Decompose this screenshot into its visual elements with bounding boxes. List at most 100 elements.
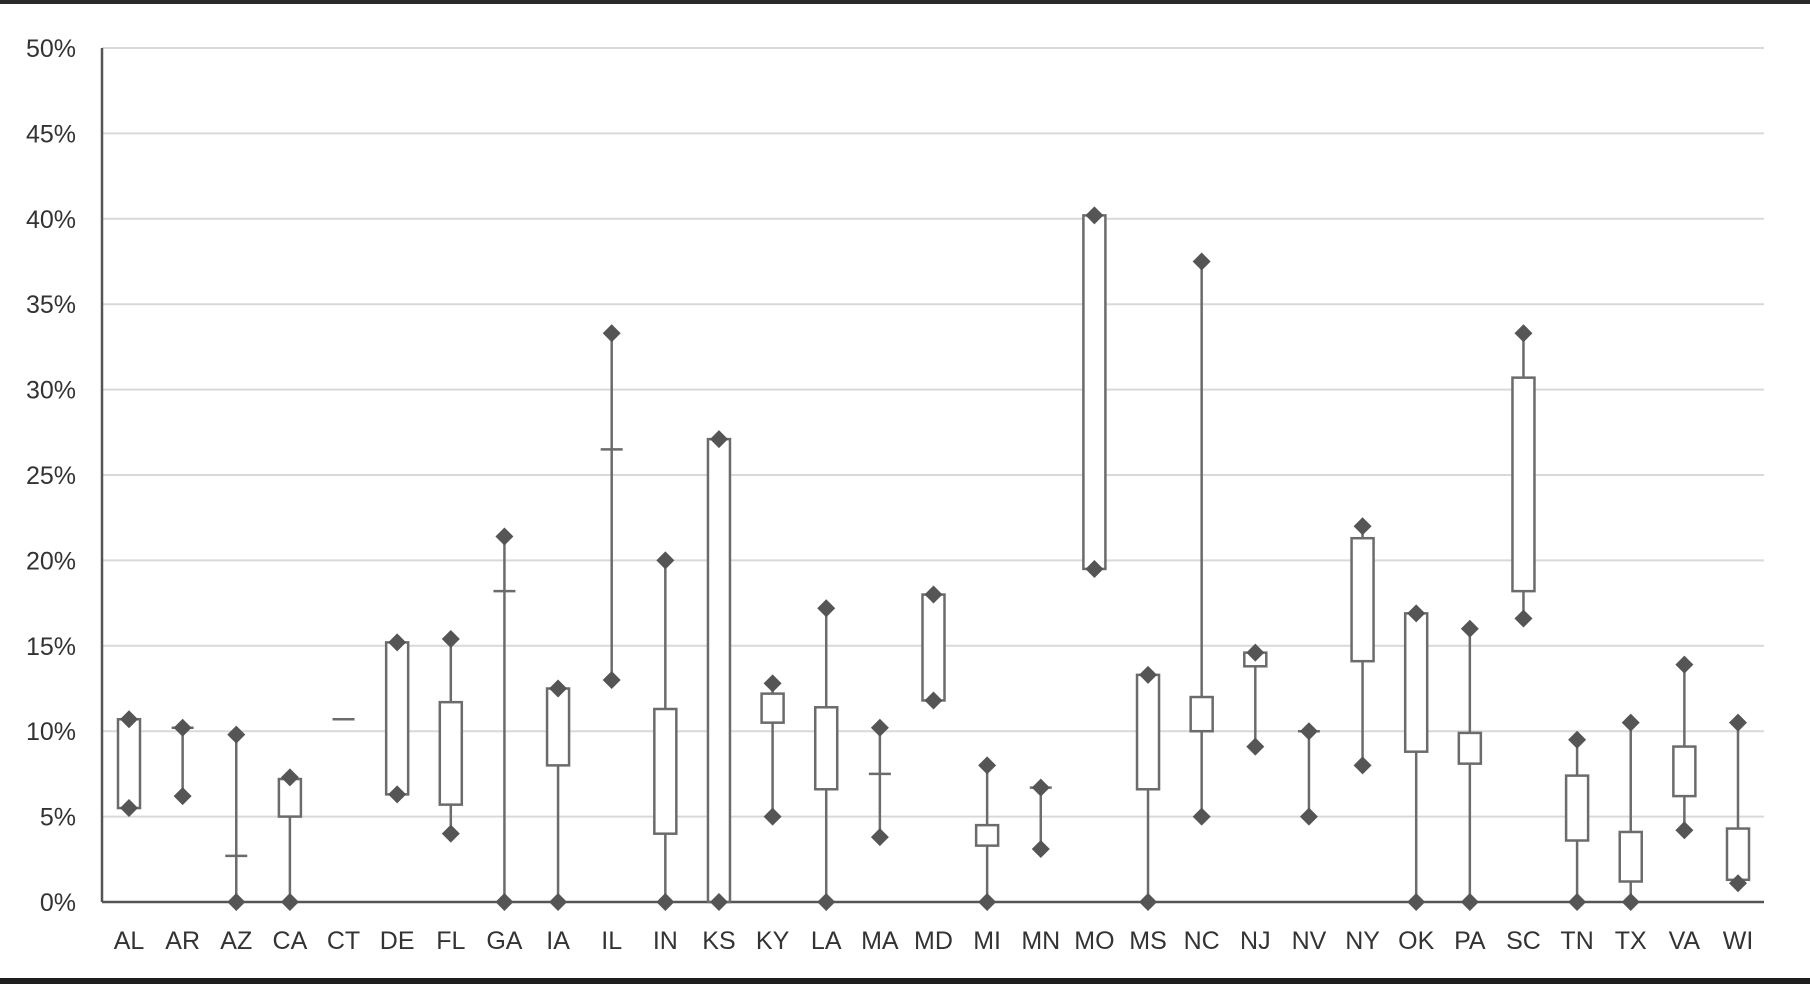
y-tick-label-5: 5% <box>40 804 76 832</box>
x-tick-label-ca: CA <box>273 927 308 955</box>
x-tick-label-md: MD <box>914 927 953 955</box>
box-ar <box>171 718 194 806</box>
iqr-box-ia <box>545 687 571 767</box>
min-marker-ks <box>709 893 728 911</box>
min-marker-ga <box>495 893 514 911</box>
iqr-box-ky <box>760 692 785 724</box>
box-ks <box>706 430 732 911</box>
box-md <box>921 585 946 710</box>
box-va <box>1672 655 1697 840</box>
x-tick-label-tx: TX <box>1615 927 1647 955</box>
box-plot-chart: 0% 5% 10% 15% 20% 25% 30% 35% 40% 45% 50% AL AR AZ CA… <box>26 35 1764 955</box>
min-marker-la <box>817 893 836 911</box>
max-marker-ia <box>549 679 568 698</box>
box-tx <box>1618 713 1643 911</box>
min-marker-ms <box>1139 893 1158 911</box>
box-series <box>116 206 1751 911</box>
iqr-box-pa <box>1457 731 1483 765</box>
min-marker-ok <box>1407 893 1426 911</box>
x-tick-label-pa: PA <box>1454 927 1486 955</box>
max-marker-in <box>656 551 675 570</box>
box-ky <box>760 674 785 826</box>
max-marker-md <box>924 585 943 604</box>
x-tick-label-ky: KY <box>756 927 790 955</box>
box-mn <box>1029 778 1052 859</box>
x-tick-label-nc: NC <box>1184 927 1220 955</box>
x-tick-label-ia: IA <box>546 927 570 955</box>
min-marker-sc <box>1514 609 1533 628</box>
y-tick-label-35: 35% <box>26 291 76 319</box>
min-marker-tx <box>1621 893 1640 911</box>
iqr-box-mo <box>1082 214 1107 571</box>
box-ma <box>868 718 891 847</box>
box-pa <box>1457 619 1483 911</box>
iqr-box-sc <box>1511 376 1536 593</box>
box-nc <box>1189 252 1214 826</box>
max-marker-sc <box>1514 324 1533 343</box>
box-ms <box>1135 665 1161 911</box>
iqr-box-ok <box>1403 612 1429 753</box>
box-wi <box>1725 713 1751 893</box>
max-marker-ky <box>763 674 782 693</box>
box-ok <box>1403 604 1429 911</box>
y-tick-label-40: 40% <box>26 206 76 234</box>
min-marker-ny <box>1353 756 1372 775</box>
max-marker-ar <box>173 718 192 737</box>
x-tick-label-mo: MO <box>1074 927 1114 955</box>
iqr-box-va <box>1672 745 1697 798</box>
min-marker-nc <box>1192 807 1211 826</box>
y-tick-label-15: 15% <box>26 633 76 661</box>
min-marker-az <box>227 893 246 911</box>
min-marker-ia <box>549 893 568 911</box>
max-marker-nv <box>1299 722 1318 741</box>
iqr-box-la <box>813 706 839 791</box>
max-marker-la <box>817 599 836 618</box>
iqr-box-fl <box>438 700 464 806</box>
max-marker-pa <box>1460 619 1479 638</box>
min-marker-de <box>388 785 407 804</box>
min-marker-ca <box>280 893 299 911</box>
box-la <box>813 599 839 911</box>
box-nv <box>1297 722 1320 826</box>
y-axis-tick-labels: 0% 5% 10% 15% 20% 25% 30% 35% 40% 45% 50% <box>26 35 76 917</box>
max-marker-ga <box>495 527 514 546</box>
min-marker-mo <box>1085 559 1104 578</box>
y-tick-label-20: 20% <box>26 547 76 575</box>
x-tick-label-in: IN <box>653 927 678 955</box>
box-ny <box>1350 517 1375 775</box>
x-tick-label-az: AZ <box>220 927 252 955</box>
min-marker-il <box>602 670 621 689</box>
x-tick-label-ny: NY <box>1345 927 1380 955</box>
iqr-box-in <box>653 707 678 835</box>
max-marker-ma <box>870 718 889 737</box>
box-mo <box>1082 206 1107 578</box>
y-tick-label-30: 30% <box>26 377 76 405</box>
y-tick-label-25: 25% <box>26 462 76 490</box>
min-marker-fl <box>441 824 460 843</box>
y-tick-label-10: 10% <box>26 718 76 746</box>
max-marker-nc <box>1192 252 1211 271</box>
gridlines <box>102 47 1764 818</box>
box-tn <box>1564 730 1590 911</box>
iqr-box-de <box>384 641 410 796</box>
x-tick-label-mi: MI <box>973 927 1001 955</box>
min-marker-nj <box>1246 737 1265 756</box>
min-marker-wi <box>1729 874 1747 893</box>
min-marker-in <box>656 893 675 911</box>
min-marker-al <box>120 799 138 818</box>
max-marker-nj <box>1246 643 1265 662</box>
max-marker-ny <box>1353 517 1372 536</box>
x-tick-label-ga: GA <box>486 927 522 955</box>
max-marker-wi <box>1729 713 1747 732</box>
iqr-box-wi <box>1725 827 1751 882</box>
x-tick-label-va: VA <box>1669 927 1701 955</box>
x-tick-label-il: IL <box>601 927 622 955</box>
max-marker-ms <box>1139 665 1158 684</box>
x-tick-label-ct: CT <box>327 927 360 955</box>
box-al <box>116 710 142 818</box>
x-tick-label-mn: MN <box>1021 927 1060 955</box>
max-marker-mn <box>1031 778 1050 797</box>
box-il <box>600 324 623 689</box>
x-tick-label-tn: TN <box>1560 927 1593 955</box>
